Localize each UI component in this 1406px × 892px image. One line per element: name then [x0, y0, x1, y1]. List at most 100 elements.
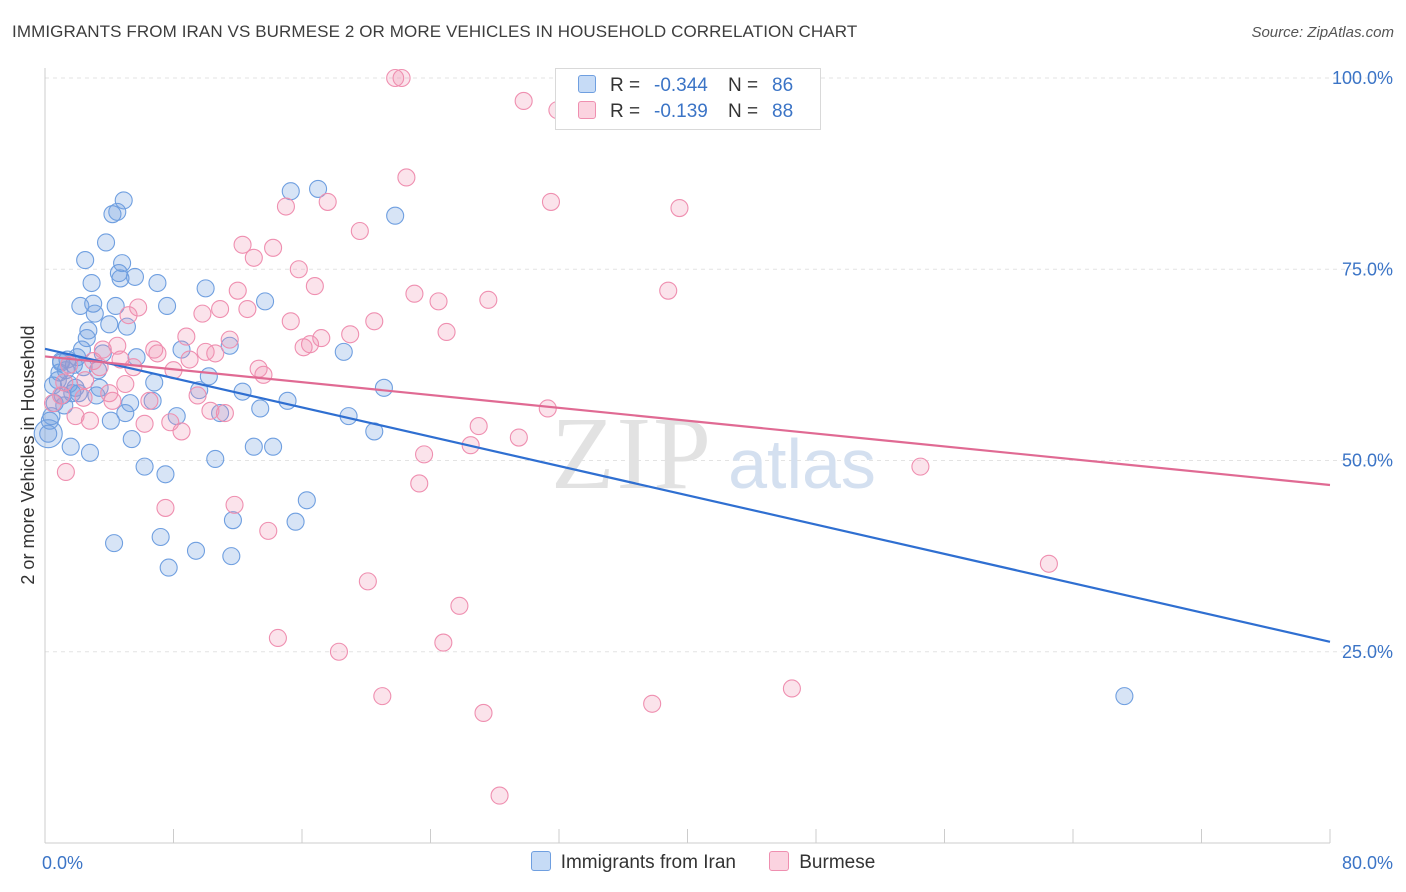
point-burmese — [782, 679, 801, 698]
point-iran — [96, 233, 116, 252]
point-burmese — [281, 312, 300, 331]
point-iran — [116, 404, 135, 423]
point-burmese — [341, 325, 360, 344]
point-burmese — [268, 628, 287, 648]
point-burmese — [220, 330, 239, 349]
point-iran — [386, 206, 405, 225]
point-burmese — [392, 68, 411, 88]
point-burmese — [188, 386, 207, 405]
point-burmese — [410, 474, 429, 493]
point-iran — [106, 296, 125, 316]
point-iran — [105, 534, 124, 553]
point-iran — [281, 182, 300, 201]
point-burmese — [490, 786, 509, 805]
chart-source: Source: ZipAtlas.com — [1251, 24, 1394, 41]
trend-line-burmese — [44, 355, 1331, 487]
trend-lines — [44, 347, 1331, 643]
chart-title: IMMIGRANTS FROM IRAN VS BURMESE 2 OR MOR… — [12, 22, 858, 41]
point-iran — [80, 443, 100, 462]
point-iran — [121, 394, 140, 413]
y-tick-label: 50.0% — [1342, 451, 1393, 471]
burmese-swatch — [578, 101, 596, 119]
point-burmese — [474, 703, 493, 723]
point-iran — [77, 329, 96, 348]
point-burmese — [60, 355, 79, 374]
point-iran — [135, 457, 154, 476]
point-burmese — [450, 596, 469, 615]
point-burmese — [386, 68, 405, 88]
y-axis-title: 2 or more Vehicles in Household — [18, 325, 38, 584]
point-burmese — [429, 292, 448, 311]
iran-swatch — [578, 75, 596, 93]
point-iran — [297, 491, 316, 510]
point-burmese — [911, 457, 930, 476]
point-iran — [148, 273, 167, 293]
point-burmese — [305, 277, 324, 296]
point-burmese — [329, 642, 348, 661]
point-burmese — [238, 299, 257, 319]
point-burmese — [116, 374, 135, 394]
point-iran — [278, 391, 297, 410]
point-iran — [111, 269, 130, 288]
point-iran-large — [33, 419, 63, 449]
point-iran — [90, 378, 109, 397]
point-burmese — [350, 221, 369, 241]
point-burmese — [156, 498, 175, 517]
point-iran — [159, 558, 178, 577]
axes — [44, 68, 1331, 844]
point-burmese — [201, 401, 220, 420]
point-iran — [40, 411, 59, 430]
point-burmese — [244, 248, 263, 267]
point-burmese — [259, 521, 278, 540]
iran-r-value: -0.344 — [654, 75, 708, 96]
point-burmese — [93, 340, 112, 359]
y-tick-label: 25.0% — [1342, 642, 1393, 662]
point-burmese — [509, 428, 528, 447]
point-burmese — [129, 298, 148, 317]
stats-row-burmese: R = -0.139 N = 88 — [578, 101, 793, 125]
point-iran — [309, 179, 328, 198]
point-iran — [223, 511, 242, 530]
point-burmese — [312, 329, 331, 348]
point-burmese — [225, 495, 244, 514]
point-iran — [251, 399, 270, 418]
point-iran — [117, 317, 136, 336]
point-burmese — [206, 344, 225, 363]
point-burmese — [365, 312, 384, 331]
iran-n-label: N = — [728, 75, 759, 96]
point-iran — [158, 296, 177, 316]
point-iran — [39, 424, 58, 443]
stats-row-iran: R = -0.344 N = 86 — [578, 75, 793, 99]
point-iran — [85, 304, 104, 323]
point-burmese — [228, 281, 247, 300]
y-tick-label: 75.0% — [1342, 259, 1393, 279]
point-burmese — [135, 414, 154, 433]
point-iran — [1115, 687, 1134, 706]
point-burmese — [55, 373, 74, 392]
burmese-r-label: R = — [610, 101, 641, 122]
x-tick-label-max: 80.0% — [1342, 853, 1393, 873]
point-iran — [186, 541, 206, 560]
point-iran — [156, 465, 175, 484]
point-iran — [122, 430, 141, 449]
point-iran — [334, 342, 353, 361]
point-iran — [100, 315, 119, 334]
point-burmese — [538, 399, 557, 418]
point-burmese — [289, 260, 308, 279]
point-burmese — [469, 417, 488, 436]
stats-legend: R = -0.344 N = 86 R = -0.139 N = 88 — [555, 68, 821, 130]
y-tick-label: 100.0% — [1332, 68, 1393, 88]
point-iran — [61, 437, 80, 456]
burmese-n-label: N = — [728, 101, 759, 122]
point-iran — [113, 254, 132, 273]
point-iran — [114, 191, 133, 210]
point-burmese — [103, 391, 122, 410]
legend-label-iran: Immigrants from Iran — [560, 852, 736, 873]
point-iran — [256, 292, 275, 311]
point-burmese — [434, 633, 453, 652]
legend-item-burmese: Burmese — [769, 851, 875, 874]
point-burmese — [196, 342, 215, 361]
point-iran — [286, 512, 305, 531]
point-iran — [79, 321, 98, 340]
